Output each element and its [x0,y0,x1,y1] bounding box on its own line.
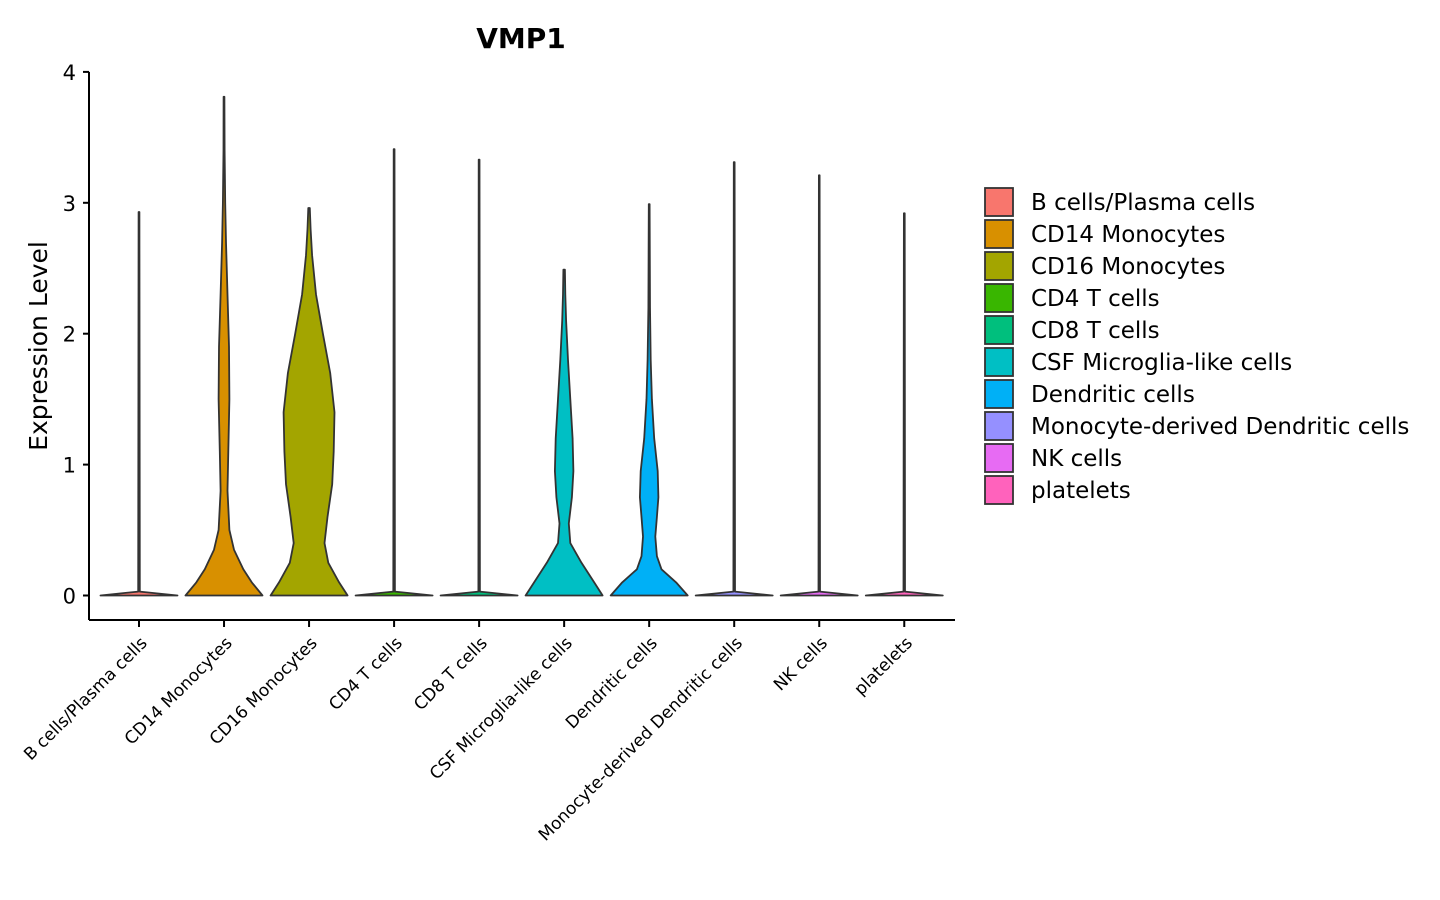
legend-swatch [984,219,1014,249]
violins-group [99,95,944,597]
y-axis-label: Expression Level [24,241,53,451]
y-tick-label: 3 [63,192,76,216]
x-tick-label: NK cells [770,633,832,695]
violin-b-cells-plasma-cells [99,211,179,597]
legend-label: NK cells [1031,446,1122,472]
y-tick-label: 2 [63,323,76,347]
y-tick-label: 4 [63,61,76,85]
legend-label: CSF Microglia-like cells [1031,350,1292,376]
legend-label: platelets [1031,478,1131,504]
violin-cd8-t-cells [439,158,519,597]
violin-csf-microglia-like-cells [524,268,604,597]
violin-monocyte-derived-dendritic-cells [694,161,774,597]
violin-cd16-monocytes [269,207,349,597]
legend-label: CD14 Monocytes [1031,222,1225,248]
violin-cd4-t-cells [354,148,434,597]
legend-swatch [984,411,1014,441]
chart-title: VMP1 [476,22,566,55]
violin-cd14-monocytes [184,95,264,597]
legend-swatch [984,187,1014,217]
violin-dendritic-cells [609,203,689,597]
legend-swatch [984,315,1014,345]
x-tick-label: platelets [851,633,917,699]
legend-label: CD16 Monocytes [1031,254,1225,280]
legend-label: Dendritic cells [1031,382,1195,408]
legend-swatch [984,347,1014,377]
legend-swatch [984,283,1014,313]
violin-nk-cells [779,174,859,597]
y-tick-label: 1 [63,454,76,478]
legend-label: CD8 T cells [1031,318,1160,344]
violin-platelets [864,212,944,597]
legend-label: B cells/Plasma cells [1031,190,1255,216]
x-tick-label: CD4 T cells [325,633,406,714]
y-tick-label: 0 [63,585,76,609]
legend-label: Monocyte-derived Dendritic cells [1031,414,1409,440]
x-tick-label: CSF Microglia-like cells [426,633,577,784]
legend-swatch [984,475,1014,505]
legend-swatch [984,251,1014,281]
legend-label: CD4 T cells [1031,286,1160,312]
x-tick-label: CD8 T cells [410,633,491,714]
legend-swatch [984,443,1014,473]
legend: B cells/Plasma cells CD14 Monocytes CD16 M… [984,187,1409,505]
legend-swatch [984,379,1014,409]
